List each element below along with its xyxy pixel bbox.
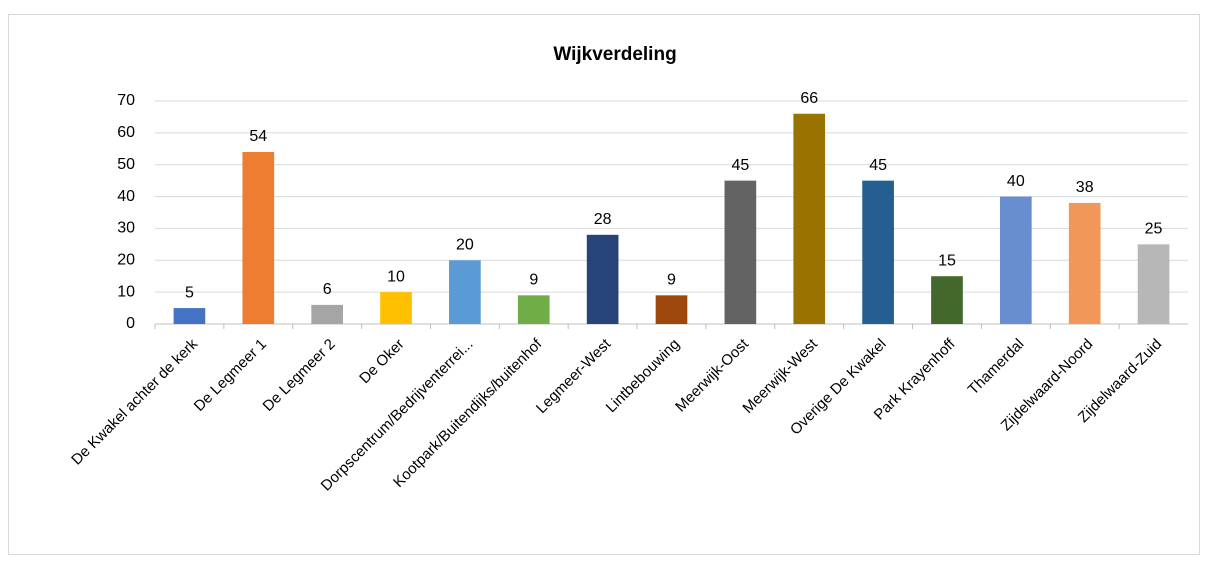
value-label: 54 [249, 128, 267, 145]
value-label: 15 [938, 252, 956, 269]
bar [311, 304, 344, 324]
bar [793, 113, 826, 324]
chart-title: Wijkverdeling [553, 44, 676, 65]
bar [517, 295, 550, 324]
y-tick-label: 0 [126, 315, 135, 332]
value-label: 28 [594, 211, 612, 228]
bar [1068, 202, 1101, 324]
value-label: 20 [456, 237, 474, 254]
bar [862, 180, 894, 324]
y-tick-label: 40 [117, 188, 135, 205]
value-label: 9 [667, 272, 676, 289]
bar [1137, 244, 1170, 324]
y-tick-label: 30 [117, 220, 135, 237]
bar [380, 292, 412, 324]
bar [655, 295, 688, 324]
bar [999, 196, 1032, 324]
y-tick-label: 50 [117, 156, 135, 173]
value-label: 45 [731, 157, 749, 174]
value-label: 10 [387, 268, 405, 285]
value-label: 40 [1007, 173, 1025, 190]
bar [586, 234, 619, 324]
value-label: 66 [800, 90, 818, 107]
value-label: 6 [323, 281, 332, 298]
bar [173, 308, 206, 324]
y-tick-label: 20 [117, 252, 135, 269]
value-label: 9 [529, 272, 538, 289]
bar [449, 260, 481, 324]
bar [242, 151, 275, 324]
value-label: 38 [1076, 179, 1094, 196]
y-tick-label: 10 [117, 283, 135, 300]
value-label: 25 [1145, 221, 1163, 238]
y-tick-label: 70 [117, 92, 135, 109]
y-tick-label: 60 [117, 124, 135, 141]
value-label: 45 [869, 157, 887, 174]
bar [931, 276, 963, 324]
bar [724, 180, 757, 324]
value-label: 5 [185, 284, 194, 301]
